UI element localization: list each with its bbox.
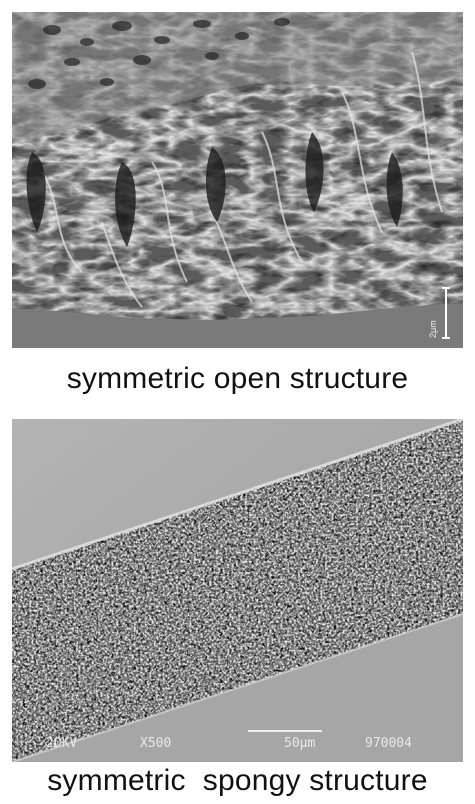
caption-open-structure: symmetric open structure	[66, 362, 409, 395]
sem-image-number: 970004	[365, 736, 412, 751]
sem-scale-label: 50μm	[284, 736, 316, 751]
sem-image-open-structure: 2μm	[12, 12, 463, 348]
caption-spongy-structure: symmetric spongy structure	[47, 764, 428, 797]
sem-image-spongy-structure: 20KV X500 50μm 970004	[12, 419, 463, 762]
scale-bar-label: 2μm	[428, 320, 438, 338]
sem-voltage-label: 20KV	[46, 736, 78, 751]
open-structure-micrograph	[12, 12, 463, 348]
scale-bar	[442, 287, 450, 339]
sem-magnification-label: X500	[140, 736, 172, 751]
spongy-structure-micrograph	[12, 419, 463, 762]
